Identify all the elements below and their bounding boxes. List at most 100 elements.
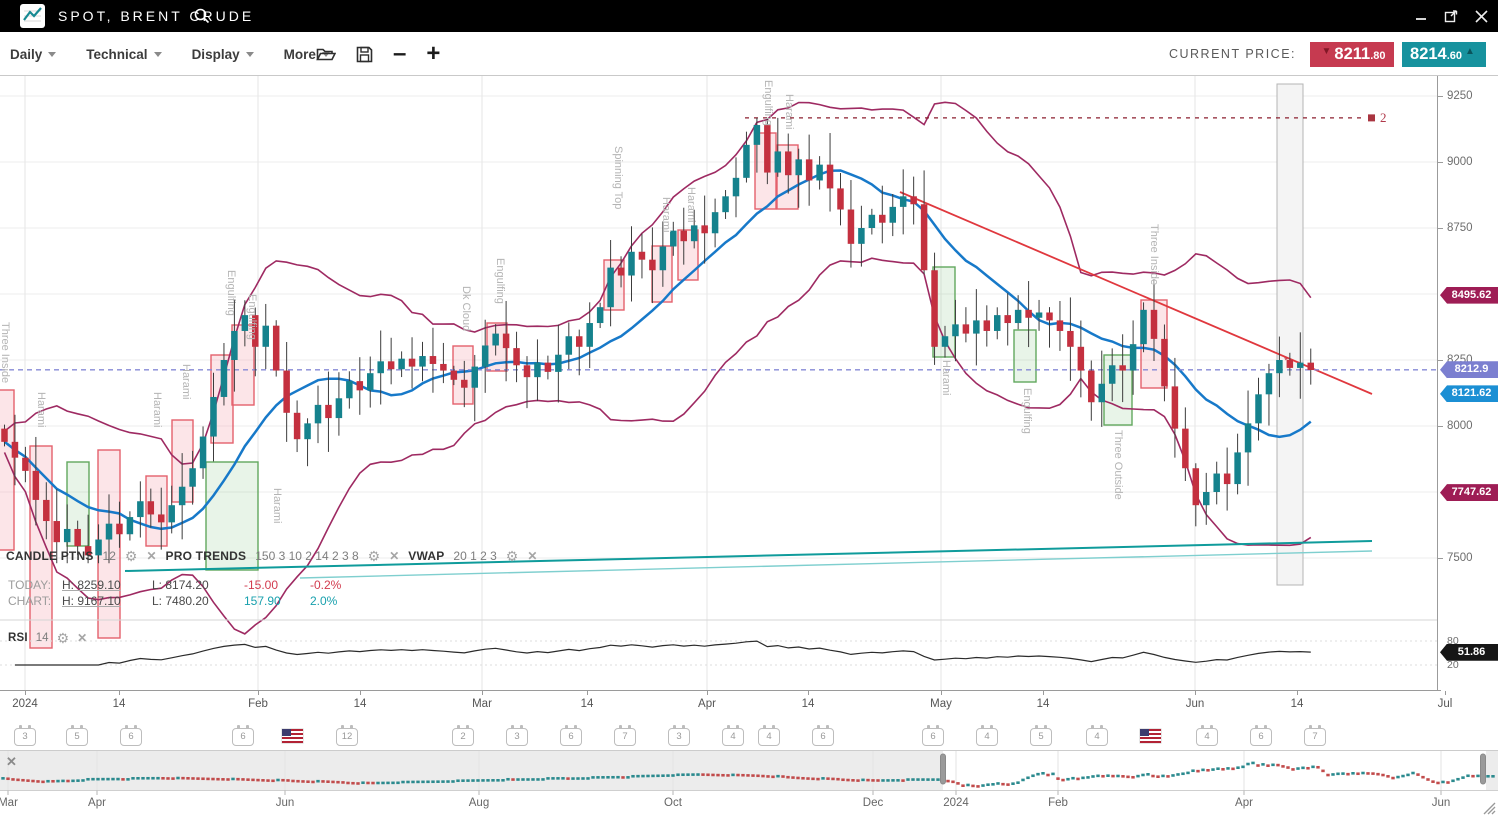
- search-icon[interactable]: [193, 7, 211, 30]
- indicator-name[interactable]: PRO TRENDS: [165, 549, 247, 563]
- app-logo-icon: [20, 4, 45, 28]
- calendar-event-icon[interactable]: 6: [232, 725, 254, 746]
- y-tick: [1438, 558, 1443, 559]
- calendar-event-icon[interactable]: 4: [976, 725, 998, 746]
- calendar-event-icon[interactable]: 2: [452, 725, 474, 746]
- navigator-close-icon[interactable]: ✕: [6, 754, 17, 769]
- gear-icon[interactable]: ⚙: [505, 548, 519, 564]
- svg-text:Engulfing: Engulfing: [225, 270, 237, 316]
- svg-text:Engulfing: Engulfing: [494, 258, 506, 304]
- calendar-event-icon[interactable]: 6: [922, 725, 944, 746]
- navigator-unselected-left: [0, 751, 943, 790]
- calendar-event-icon[interactable]: 6: [120, 725, 142, 746]
- navigator-axis-label: Apr: [88, 797, 106, 809]
- zoom-out-icon[interactable]: –: [393, 40, 407, 67]
- svg-text:Spinning Top: Spinning Top: [612, 146, 624, 209]
- toolbar-icons: – +: [316, 32, 440, 76]
- navigator-axis-label: Apr: [1235, 797, 1253, 809]
- indicator-name[interactable]: VWAP: [408, 549, 445, 563]
- calendar-event-icon[interactable]: 6: [1250, 725, 1272, 746]
- svg-text:Three Inside: Three Inside: [0, 322, 11, 383]
- indicator-params: 150 3 10 2 14 2 3 8: [255, 549, 359, 563]
- calendar-event-icon[interactable]: 4: [722, 725, 744, 746]
- price-axis[interactable]: 9250 9000 8750 8250 8000 7500 80 20 8495.62 8212.…: [1437, 76, 1498, 690]
- svg-text:Harami: Harami: [685, 187, 697, 222]
- remove-indicator-icon[interactable]: ✕: [77, 631, 88, 645]
- us-flag-icon[interactable]: [282, 729, 303, 743]
- indicator-params: 12: [102, 549, 116, 563]
- x-axis-label: Apr: [698, 698, 716, 710]
- ask-price-badge: 8214.60 ▲: [1402, 41, 1486, 67]
- zoom-in-icon[interactable]: +: [426, 40, 441, 67]
- x-axis-label: 2024: [12, 698, 38, 710]
- title-bar: SPOT, BRENT CRUDE: [0, 0, 1498, 32]
- open-folder-icon[interactable]: [316, 46, 336, 62]
- vwap-trendline[interactable]: [124, 540, 1373, 572]
- gear-icon[interactable]: ⚙: [124, 548, 138, 564]
- rsi-name[interactable]: RSI: [8, 632, 28, 644]
- calendar-event-icon[interactable]: 6: [560, 725, 582, 746]
- remove-indicator-icon[interactable]: ✕: [527, 549, 538, 563]
- minimize-button[interactable]: [1414, 9, 1428, 23]
- us-flag-icon[interactable]: [1140, 729, 1161, 743]
- y-tick: [1438, 96, 1443, 97]
- rsi-legend: RSI 14 ⚙ ✕: [8, 630, 88, 646]
- y-tick: [1438, 426, 1443, 427]
- highlight-band[interactable]: [1276, 83, 1304, 586]
- remove-indicator-icon[interactable]: ✕: [389, 549, 400, 563]
- calendar-event-icon[interactable]: 3: [14, 725, 36, 746]
- navigator-handle-left[interactable]: [940, 753, 946, 785]
- calendar-event-icon[interactable]: 7: [614, 725, 636, 746]
- calendar-event-icon[interactable]: 7: [1304, 725, 1326, 746]
- svg-text:Engulfing: Engulfing: [762, 80, 774, 126]
- moving-average-line: [3, 169, 1312, 531]
- y-tick-label: 8750: [1447, 222, 1473, 234]
- window-controls: [1414, 0, 1488, 32]
- calendar-event-icon[interactable]: 3: [506, 725, 528, 746]
- navigator-handle-right[interactable]: [1480, 753, 1486, 785]
- y-tick: [1438, 228, 1443, 229]
- calendar-event-icon[interactable]: 6: [812, 725, 834, 746]
- navigator-chart[interactable]: [0, 750, 1498, 796]
- gear-icon[interactable]: ⚙: [56, 630, 70, 646]
- close-button[interactable]: [1474, 9, 1488, 23]
- downtrend-line[interactable]: [899, 191, 1373, 395]
- toolbar: Daily Technical Display More – + CURRENT PR…: [0, 32, 1498, 76]
- menu-daily[interactable]: Daily: [10, 47, 57, 62]
- gear-icon[interactable]: ⚙: [367, 548, 381, 564]
- y-tick: [1438, 360, 1443, 361]
- x-axis-label: 14: [580, 698, 594, 710]
- remove-indicator-icon[interactable]: ✕: [146, 549, 157, 563]
- calendar-event-icon[interactable]: 4: [758, 725, 780, 746]
- x-axis-label: 14: [801, 698, 815, 710]
- x-axis-label: May: [930, 698, 952, 710]
- svg-text:Harami: Harami: [35, 392, 47, 427]
- y-tick-label: 9250: [1447, 90, 1473, 102]
- symbol-title: SPOT, BRENT CRUDE: [58, 8, 255, 24]
- x-axis-label: Jul: [1437, 698, 1453, 710]
- x-axis-label: 14: [112, 698, 126, 710]
- navigator-axis-label: Feb: [1048, 797, 1068, 809]
- resize-grip[interactable]: [1483, 802, 1496, 820]
- save-icon[interactable]: [356, 46, 373, 63]
- navigator-axis-label: Oct: [664, 797, 682, 809]
- popout-button[interactable]: [1444, 9, 1458, 23]
- vwap-trendline[interactable]: [299, 550, 1373, 579]
- calendar-event-icon[interactable]: 5: [1030, 725, 1052, 746]
- calendar-event-icon[interactable]: 12: [336, 725, 358, 746]
- calendar-event-icon[interactable]: 3: [668, 725, 690, 746]
- indicator-params: 20 1 2 3: [453, 549, 497, 563]
- ohlc-stats: TODAY: H: 8259.10 L: 8174.20 -15.00 -0.2% CHA…: [8, 578, 341, 609]
- calendar-event-icon[interactable]: 4: [1196, 725, 1218, 746]
- main-chart[interactable]: 2 * Three Inside Harami Harami Harami Engulfin…: [0, 76, 1437, 690]
- menu-technical[interactable]: Technical: [86, 47, 162, 62]
- indicator-name[interactable]: CANDLE PTNS: [6, 549, 94, 563]
- rsi-tick-label: 80: [1447, 635, 1459, 647]
- menu-display[interactable]: Display: [192, 47, 254, 62]
- price-badge: 8212.9: [1440, 361, 1498, 379]
- svg-text:2: 2: [1380, 110, 1387, 125]
- calendar-event-icon[interactable]: 5: [66, 725, 88, 746]
- time-axis: 2024 14 Feb 14 Mar 14 Apr 14 May 14 Jun 14 Jul: [0, 690, 1452, 718]
- chart-logo-glyph: [23, 7, 42, 22]
- calendar-event-icon[interactable]: 4: [1086, 725, 1108, 746]
